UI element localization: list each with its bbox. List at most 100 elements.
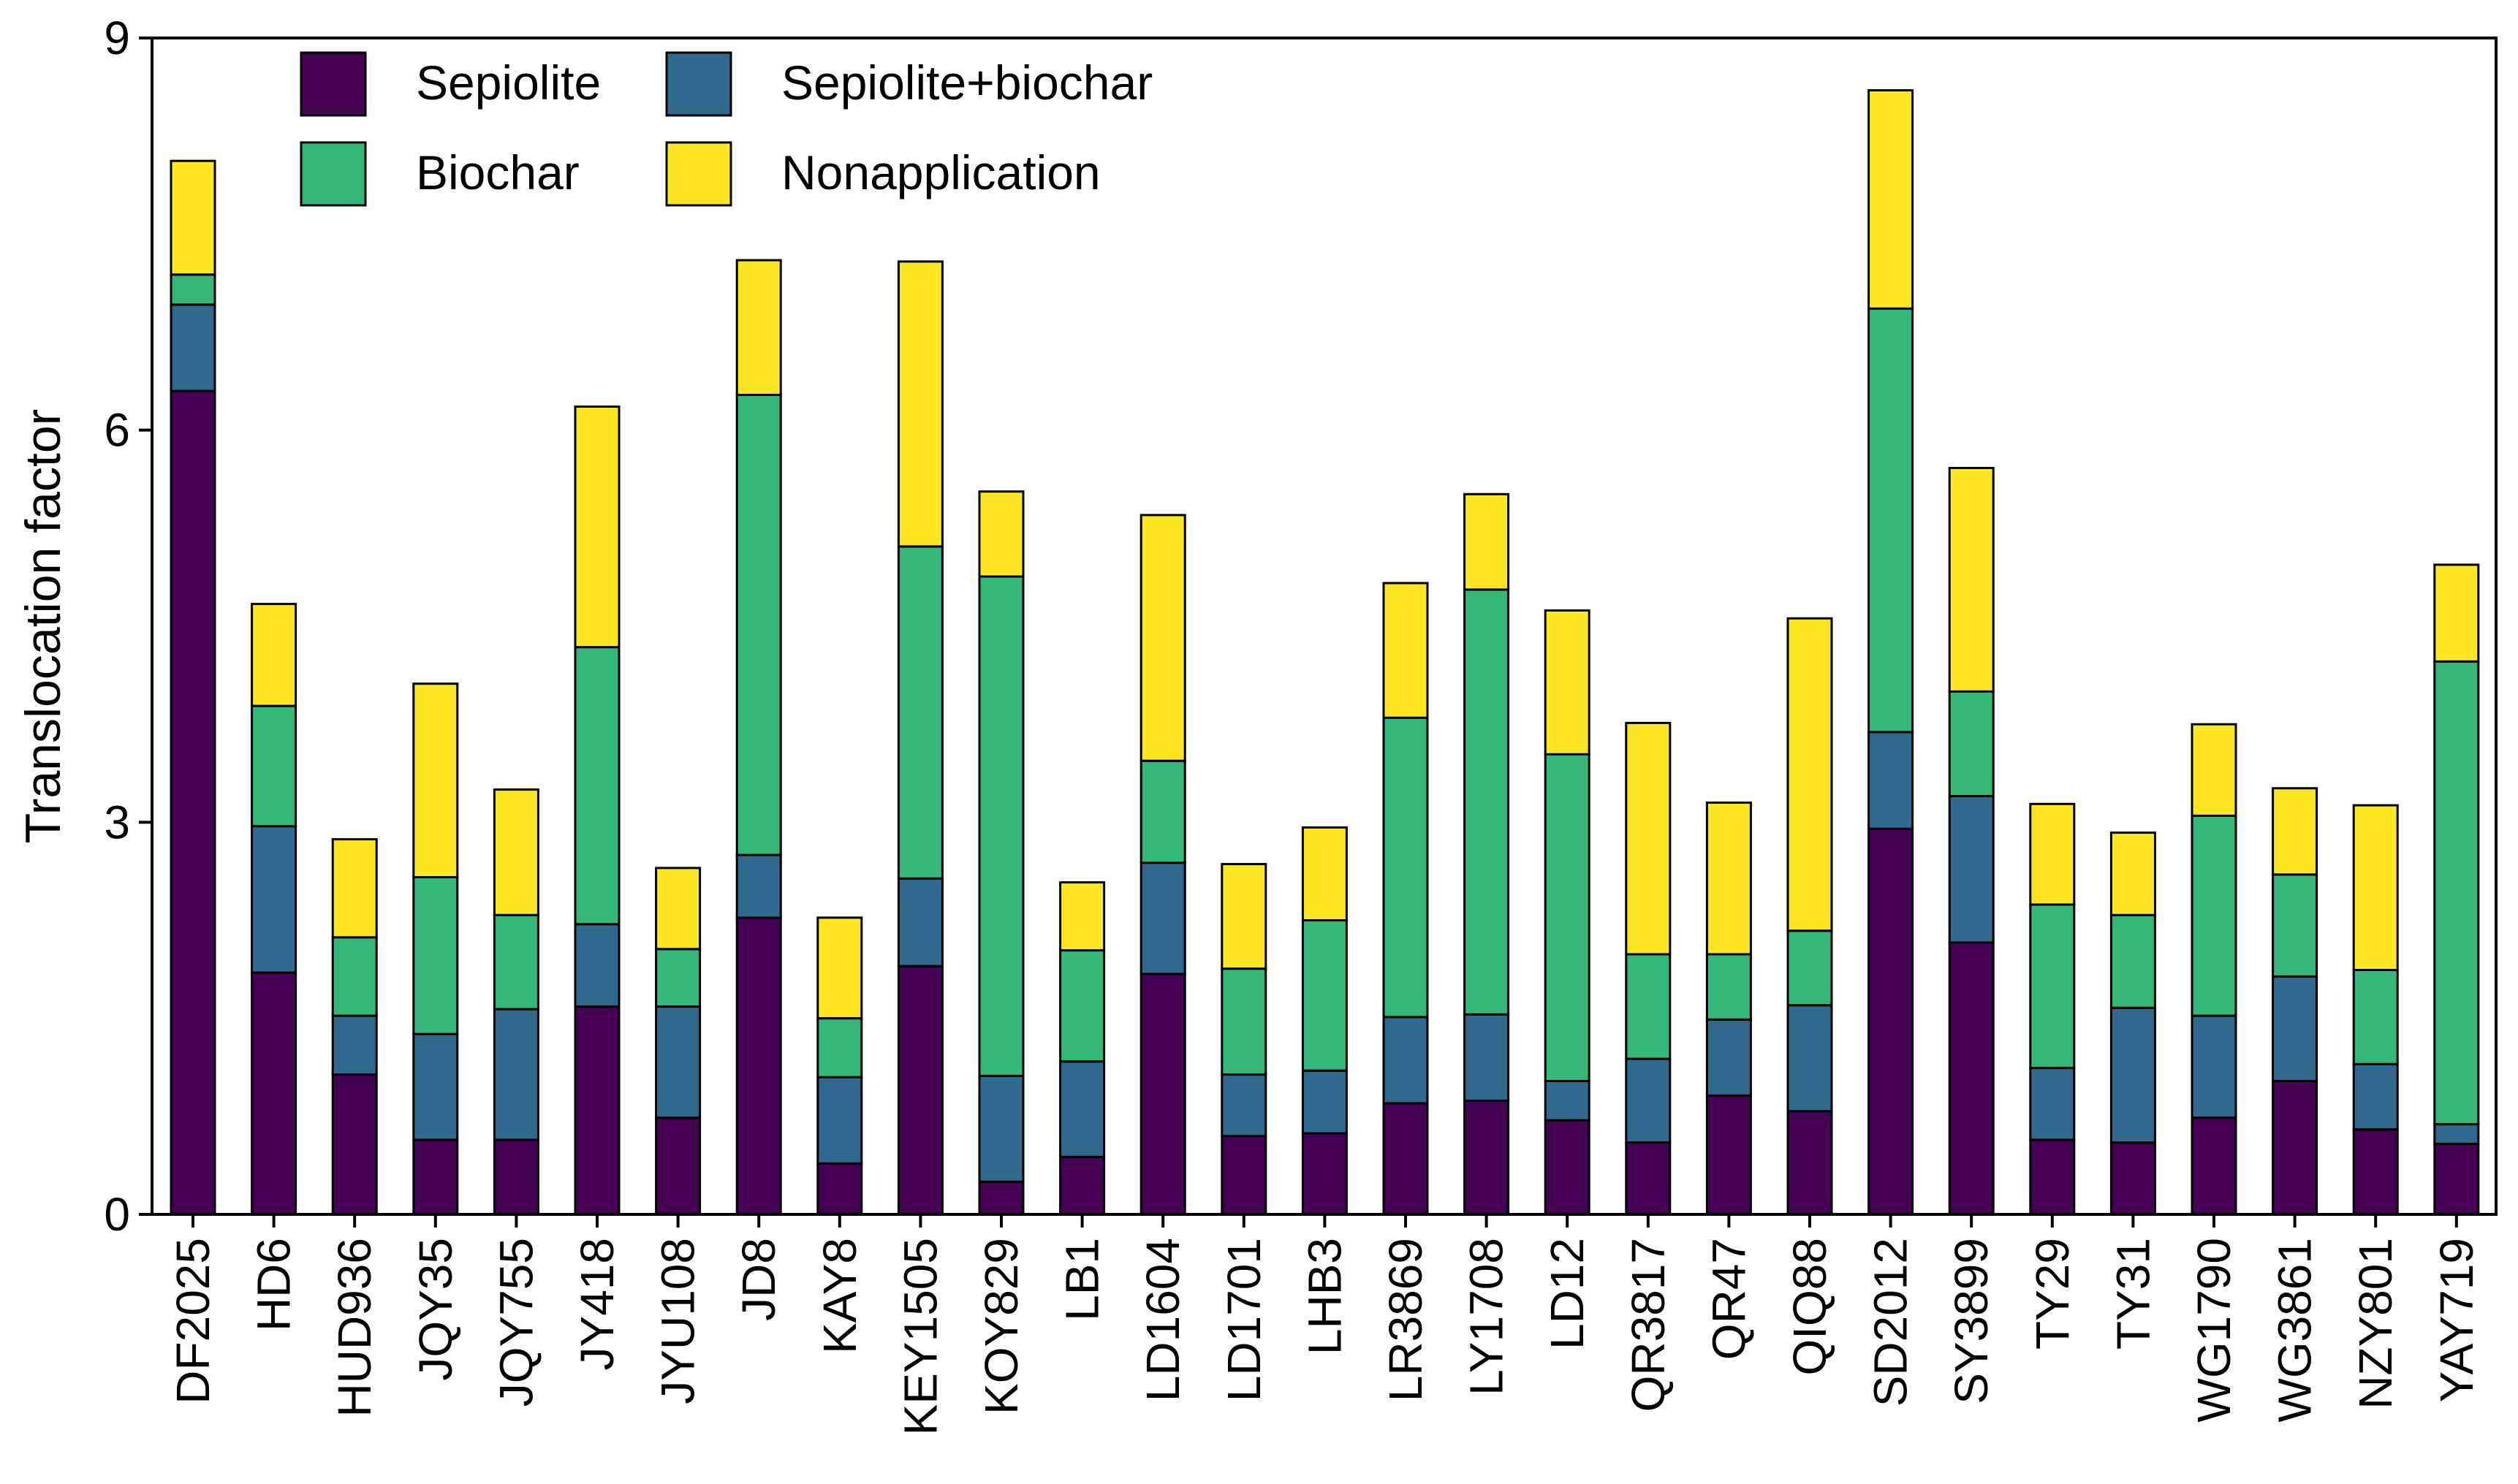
bar-KEY1505-sepiolite [897,964,944,1216]
bar-SD2012-nonapplication [1867,89,1914,310]
bar-QIQ88-sepiolite-biochar [1786,1004,1833,1113]
bar-KAY8-sepiolite [816,1162,863,1216]
bar-SY3899-nonapplication [1948,467,1995,693]
y-axis-label: Translocation factor [15,409,71,844]
bar-YAY719-sepiolite [2433,1142,2480,1216]
x-tick-label-JY418: JY418 [571,1238,623,1370]
x-tick-label-JD8: JD8 [732,1238,785,1321]
bar-TY31-biochar [2109,913,2156,1009]
x-tick-label-SD2012: SD2012 [1865,1238,1917,1407]
bar-JD8-biochar [735,393,782,856]
y-tick-label-3: 3 [104,796,130,848]
x-tick-label-QIQ88: QIQ88 [1783,1238,1836,1376]
bar-QR3817-sepiolite-biochar [1625,1057,1672,1144]
bar-LR3869-nonapplication [1382,582,1429,719]
bar-JQY35-biochar [412,876,459,1035]
bar-KAY8-nonapplication [816,916,863,1020]
bar-TY31-nonapplication [2109,832,2156,916]
bar-JQY755-biochar [493,913,539,1011]
bar-JYU108-nonapplication [655,867,702,951]
bar-NZY801-biochar [2352,969,2399,1065]
x-tick-label-JQY755: JQY755 [490,1238,542,1407]
bar-LHB3-sepiolite [1301,1132,1348,1216]
bar-LD12-sepiolite [1544,1119,1590,1216]
bar-SY3899-biochar [1948,690,1995,798]
bar-LD1604-sepiolite [1139,973,1186,1216]
bar-SD2012-sepiolite [1867,827,1914,1216]
x-tick-label-JYU108: JYU108 [652,1238,705,1404]
bar-WG3861-biochar [2272,873,2318,978]
bar-JQY35-sepiolite [412,1138,459,1216]
bar-LB1-sepiolite [1059,1155,1106,1216]
bar-HD6-sepiolite-biochar [251,825,297,974]
bar-QIQ88-nonapplication [1786,617,1833,932]
legend-swatch-nonapplication [665,141,732,207]
x-tick-label-YAY719: YAY719 [2430,1238,2483,1402]
bar-LHB3-sepiolite-biochar [1301,1069,1348,1135]
legend-label-biochar: Biochar [416,145,580,199]
bar-LR3869-biochar [1382,716,1429,1019]
bar-DF2025-sepiolite [170,389,216,1216]
bar-JY418-sepiolite-biochar [574,923,621,1008]
x-tick-label-TY31: TY31 [2106,1238,2159,1350]
bar-QR47-nonapplication [1705,802,1752,956]
x-tick-label-LD12: LD12 [1541,1238,1593,1350]
x-tick-label-QR47: QR47 [1702,1238,1755,1360]
bar-QIQ88-biochar [1786,929,1833,1007]
bar-DF2025-nonapplication [170,159,216,276]
bar-LY1708-sepiolite [1463,1099,1510,1216]
x-tick-label-WG3861: WG3861 [2269,1238,2321,1423]
bar-LY1708-nonapplication [1463,492,1510,591]
bar-QR47-sepiolite-biochar [1705,1019,1752,1097]
bar-LR3869-sepiolite [1382,1102,1429,1216]
bar-LD1604-nonapplication [1139,514,1186,762]
bar-JQY755-nonapplication [493,788,539,916]
bar-JD8-sepiolite-biochar [735,853,782,919]
bar-HUD936-sepiolite-biochar [331,1014,378,1076]
bar-LD12-sepiolite-biochar [1544,1080,1590,1122]
x-tick-label-KOY829: KOY829 [975,1238,1028,1415]
bar-QIQ88-sepiolite [1786,1110,1833,1216]
legend-label-nonapplication: Nonapplication [781,145,1101,199]
bar-JY418-sepiolite [574,1005,621,1216]
bar-JD8-sepiolite [735,916,782,1216]
bar-WG1790-sepiolite [2191,1116,2237,1216]
bar-NZY801-sepiolite [2352,1128,2399,1216]
y-tick-label-0: 0 [104,1188,130,1241]
bar-HD6-nonapplication [251,603,297,707]
bar-KEY1505-sepiolite-biochar [897,877,944,967]
legend-swatch-biochar [300,141,367,207]
x-tick-label-HD6: HD6 [248,1238,300,1331]
bar-HUD936-nonapplication [331,838,378,939]
bar-JY418-biochar [574,646,621,926]
bar-LD1604-sepiolite-biochar [1139,861,1186,975]
bar-LY1708-sepiolite-biochar [1463,1013,1510,1102]
bar-LHB3-nonapplication [1301,826,1348,921]
x-tick-label-HUD936: HUD936 [328,1238,381,1417]
bar-LD1701-biochar [1221,967,1267,1076]
bar-YAY719-sepiolite-biochar [2433,1123,2480,1145]
bar-TY31-sepiolite-biochar [2109,1006,2156,1144]
axes-layer: DF2025 HD6 HUD936 JQY35 JQY755 JY418 JYU108 JD8… [104,12,2482,1435]
x-tick-label-LB1: LB1 [1056,1238,1109,1321]
x-tick-label-LY1708: LY1708 [1460,1238,1513,1396]
bar-HUD936-biochar [331,936,378,1017]
bar-LB1-biochar [1059,949,1106,1063]
x-tick-label-LR3869: LR3869 [1379,1238,1432,1401]
bar-JQY755-sepiolite [493,1138,539,1216]
bar-QR47-sepiolite [1705,1094,1752,1216]
bar-WG1790-biochar [2191,814,2237,1017]
bar-KAY8-sepiolite-biochar [816,1076,863,1165]
bar-SY3899-sepiolite-biochar [1948,795,1995,944]
bar-TY29-nonapplication [2029,802,2076,906]
bar-LB1-nonapplication [1059,881,1106,952]
bar-SD2012-biochar [1867,307,1914,734]
bar-HD6-sepiolite [251,971,297,1216]
bar-NZY801-nonapplication [2352,804,2399,971]
x-tick-label-LD1701: LD1701 [1218,1238,1270,1401]
legend-swatch-sepiolite [300,51,367,117]
legend-label-sepiolite: Sepiolite [416,56,601,110]
bar-QR3817-sepiolite [1625,1141,1672,1216]
bar-LD1604-biochar [1139,759,1186,864]
bar-WG3861-nonapplication [2272,787,2318,876]
